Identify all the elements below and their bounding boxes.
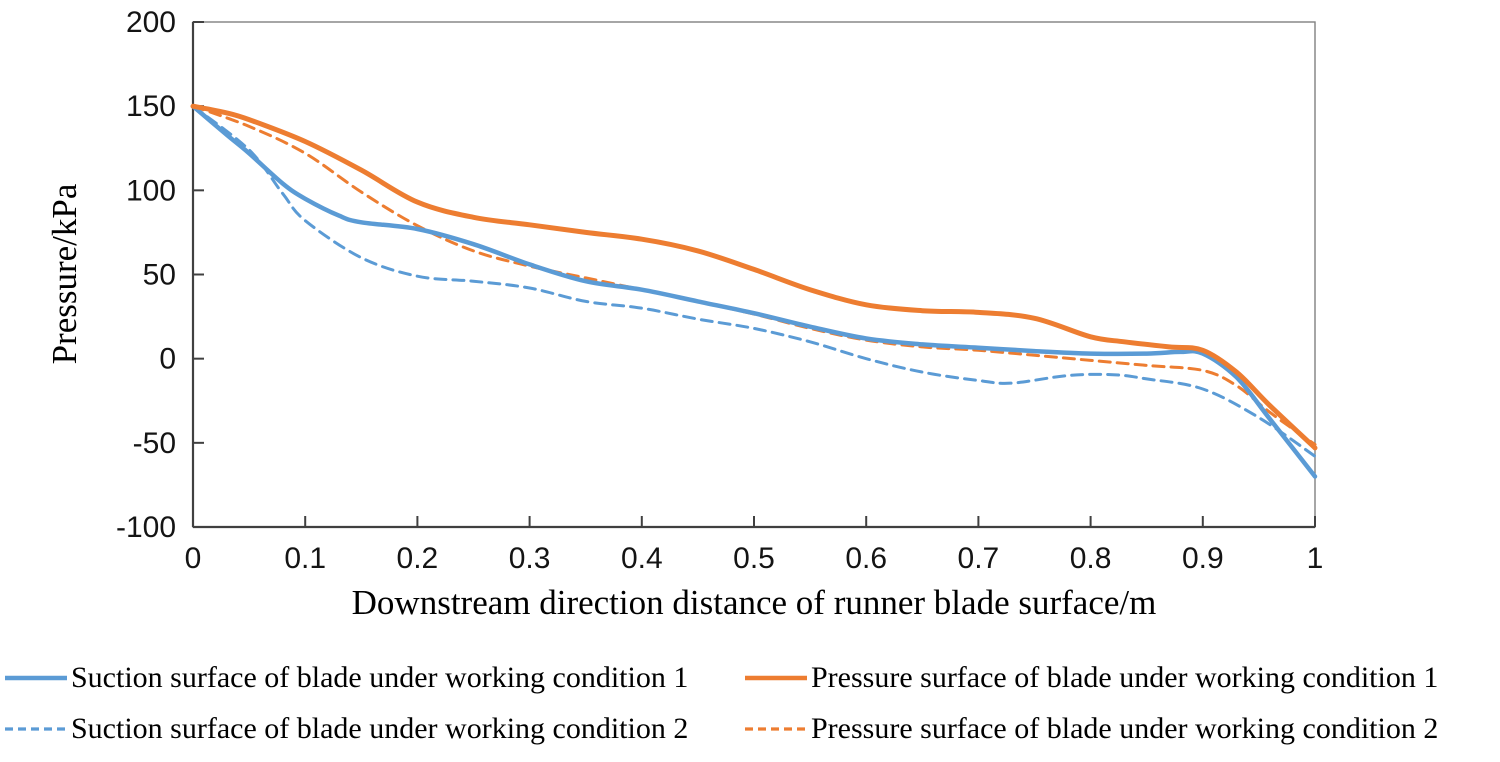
legend-item-pressure-wc1: Pressure surface of blade under working … [744,659,1498,697]
x-tick-label: 0.5 [733,542,775,575]
x-tick-label: 0.8 [1070,542,1112,575]
legend-label: Pressure surface of blade under working … [811,661,1439,694]
series-line-pressure-wc1 [190,103,1318,451]
legend-line-solid-orange-icon [745,675,807,681]
x-tick-label: 0.2 [397,542,439,575]
legend-label: Pressure surface of blade under working … [811,712,1439,745]
x-tick-label: 0.3 [509,542,551,575]
legend-line-dashed-blue-icon [5,727,67,731]
x-tick-label: 0.6 [845,542,887,575]
chart-canvas: Pressure/kPa Downstream direction distan… [45,6,1324,622]
y-tick-label: 0 [159,343,176,376]
legend-item-pressure-wc2: Pressure surface of blade under working … [744,710,1498,748]
legend: Suction surface of blade under working c… [4,659,1498,748]
series-line-pressure-wc2 [191,104,1317,446]
legend-label: Suction surface of blade under working c… [71,661,689,694]
legend-item-suction-wc1: Suction surface of blade under working c… [4,659,744,697]
legend-line-solid-blue-icon [5,675,67,681]
x-axis-title: Downstream direction distance of runner … [352,583,1157,622]
x-tick-label: 0.7 [958,542,1000,575]
y-tick-label: 200 [126,6,176,39]
x-tick-label: 1 [1307,542,1324,575]
legend-line-dashed-orange-icon [745,727,807,731]
y-tick-label: 100 [126,174,176,207]
legend-item-suction-wc2: Suction surface of blade under working c… [4,710,744,748]
legend-label: Suction surface of blade under working c… [71,712,689,745]
x-tick-label: 0.9 [1182,542,1224,575]
series-line-suction-wc1 [190,103,1318,479]
y-tick-label: -50 [133,427,176,460]
x-tick-label: 0.1 [284,542,326,575]
x-tick-label: 0 [185,542,202,575]
y-tick-label: 150 [126,90,176,123]
series-line-suction-wc2 [191,104,1317,458]
y-tick-label: -100 [116,511,176,544]
y-axis-title: Pressure/kPa [45,183,84,364]
y-tick-label: 50 [143,259,176,292]
x-tick-label: 0.4 [621,542,663,575]
plot-border [192,21,1316,528]
